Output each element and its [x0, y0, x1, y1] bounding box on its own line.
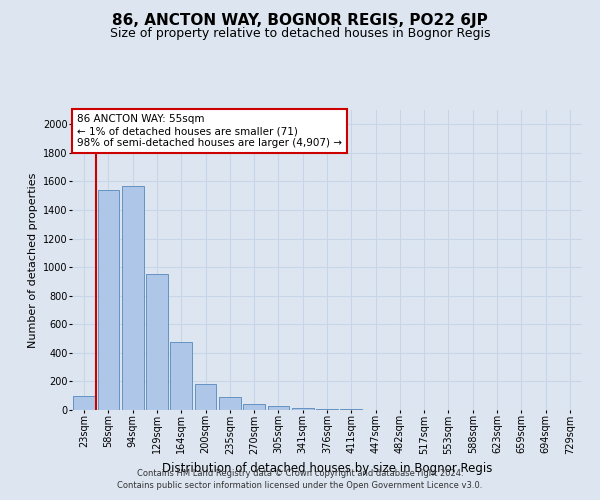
Text: Contains public sector information licensed under the Open Government Licence v3: Contains public sector information licen…: [118, 481, 482, 490]
Text: Size of property relative to detached houses in Bognor Regis: Size of property relative to detached ho…: [110, 28, 490, 40]
Bar: [73, 396, 95, 410]
Bar: [292, 408, 314, 410]
Bar: [146, 274, 168, 410]
Bar: [194, 384, 217, 410]
Bar: [316, 408, 338, 410]
Text: 86, ANCTON WAY, BOGNOR REGIS, PO22 6JP: 86, ANCTON WAY, BOGNOR REGIS, PO22 6JP: [112, 12, 488, 28]
Bar: [170, 342, 192, 410]
Y-axis label: Number of detached properties: Number of detached properties: [28, 172, 38, 348]
Bar: [268, 406, 289, 410]
X-axis label: Distribution of detached houses by size in Bognor Regis: Distribution of detached houses by size …: [162, 462, 492, 475]
Bar: [243, 404, 265, 410]
Text: 86 ANCTON WAY: 55sqm
← 1% of detached houses are smaller (71)
98% of semi-detach: 86 ANCTON WAY: 55sqm ← 1% of detached ho…: [77, 114, 342, 148]
Bar: [219, 397, 241, 410]
Bar: [122, 186, 143, 410]
Bar: [97, 190, 119, 410]
Text: Contains HM Land Registry data © Crown copyright and database right 2024.: Contains HM Land Registry data © Crown c…: [137, 468, 463, 477]
